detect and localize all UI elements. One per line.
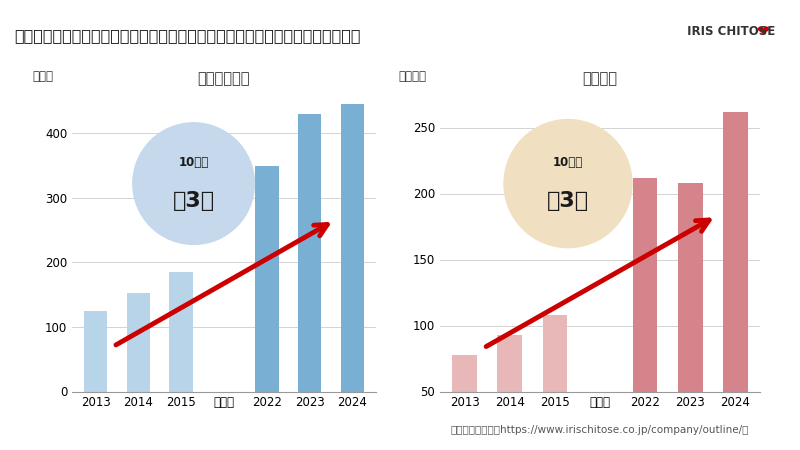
Text: （人）: （人）: [33, 70, 54, 83]
Bar: [633, 178, 658, 392]
Text: （億円）: （億円）: [398, 70, 426, 83]
Text: IRIS CHITOSE: IRIS CHITOSE: [682, 25, 774, 38]
Text: 引用：会社概要（https://www.irischitose.co.jp/company/outline/）: 引用：会社概要（https://www.irischitose.co.jp/co…: [451, 425, 749, 435]
Bar: [255, 166, 278, 392]
Title: 従業員数推移: 従業員数推移: [198, 72, 250, 86]
Title: 売上推移: 売上推移: [582, 72, 618, 86]
Text: 10年で: 10年で: [178, 156, 209, 169]
Bar: [542, 315, 567, 392]
Ellipse shape: [504, 120, 632, 248]
Text: 約3倍: 約3倍: [173, 191, 214, 212]
Text: 約3倍: 約3倍: [547, 191, 589, 212]
Bar: [170, 272, 193, 392]
Text: ❤: ❤: [757, 24, 770, 39]
Bar: [126, 293, 150, 392]
Text: 10年で: 10年で: [553, 156, 583, 169]
Bar: [84, 311, 107, 392]
Bar: [298, 114, 322, 392]
Bar: [723, 112, 748, 392]
Ellipse shape: [133, 123, 254, 244]
Bar: [452, 355, 477, 392]
Bar: [678, 183, 702, 392]
Text: エンゲージメント向上や社内コミュニケーション活性化に取り組まれている背景: エンゲージメント向上や社内コミュニケーション活性化に取り組まれている背景: [14, 28, 361, 44]
Bar: [341, 104, 364, 392]
Bar: [498, 335, 522, 392]
